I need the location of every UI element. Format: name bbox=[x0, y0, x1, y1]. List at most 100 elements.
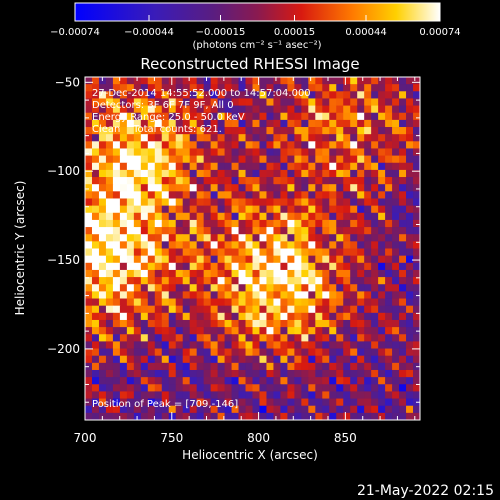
heatmap-cell bbox=[210, 98, 219, 106]
heatmap-cell bbox=[175, 212, 184, 221]
heatmap-cell bbox=[301, 355, 309, 364]
heatmap-cell bbox=[378, 405, 386, 414]
heatmap-cell bbox=[392, 319, 400, 328]
heatmap-cell bbox=[413, 262, 421, 271]
heatmap-cell bbox=[161, 377, 170, 385]
heatmap-cell bbox=[252, 84, 260, 92]
heatmap-cell bbox=[85, 269, 93, 278]
heatmap-cell bbox=[182, 277, 191, 285]
heatmap-cell bbox=[378, 305, 386, 314]
heatmap-cell bbox=[315, 234, 323, 242]
heatmap-cell bbox=[168, 105, 177, 114]
heatmap-cell bbox=[315, 377, 323, 385]
heatmap-cell bbox=[203, 284, 212, 292]
heatmap-cell bbox=[245, 191, 253, 199]
heatmap-cell bbox=[378, 77, 386, 85]
heatmap-cell bbox=[336, 334, 344, 342]
heatmap-cell bbox=[406, 398, 414, 407]
heatmap-cell bbox=[266, 212, 274, 221]
heatmap-cell bbox=[280, 134, 288, 142]
heatmap-cell bbox=[273, 184, 281, 192]
heatmap-cell bbox=[126, 369, 135, 378]
heatmap-cell bbox=[196, 127, 205, 135]
heatmap-cell bbox=[392, 398, 400, 407]
heatmap-cell bbox=[406, 198, 414, 207]
heatmap-cell bbox=[294, 305, 302, 314]
heatmap-cell bbox=[287, 191, 295, 199]
heatmap-cell bbox=[210, 219, 219, 228]
heatmap-cell bbox=[378, 148, 386, 157]
heatmap-cell bbox=[252, 212, 260, 221]
heatmap-cell bbox=[294, 312, 302, 321]
heatmap-cell bbox=[224, 177, 232, 185]
heatmap-cell bbox=[112, 398, 121, 407]
heatmap-cell bbox=[357, 234, 365, 242]
heatmap-cell bbox=[266, 248, 274, 257]
heatmap-cell bbox=[85, 169, 93, 178]
heatmap-cell bbox=[378, 369, 386, 378]
heatmap-cell bbox=[119, 141, 128, 149]
heatmap-cell bbox=[224, 162, 232, 171]
heatmap-cell bbox=[371, 91, 379, 99]
heatmap-cell bbox=[378, 134, 386, 142]
heatmap-cell bbox=[357, 198, 365, 207]
heatmap-cell bbox=[336, 119, 344, 128]
heatmap-cell bbox=[322, 77, 330, 85]
heatmap-cell bbox=[85, 319, 93, 328]
heatmap-cell bbox=[105, 112, 114, 121]
heatmap-cell bbox=[147, 84, 156, 92]
heatmap-cell bbox=[406, 91, 414, 99]
heatmap-cell bbox=[91, 105, 100, 114]
heatmap-cell bbox=[168, 219, 177, 228]
heatmap-cell bbox=[357, 312, 365, 321]
heatmap-cell bbox=[119, 241, 128, 249]
heatmap-cell bbox=[315, 162, 323, 171]
heatmap-cell bbox=[161, 191, 170, 199]
heatmap-cell bbox=[392, 84, 400, 92]
heatmap-cell bbox=[140, 91, 149, 99]
heatmap-cell bbox=[364, 312, 372, 321]
heatmap-cell bbox=[399, 219, 407, 228]
heatmap-cell bbox=[147, 391, 156, 399]
heatmap-cell bbox=[196, 98, 205, 106]
heatmap-cell bbox=[98, 184, 107, 192]
heatmap-cell bbox=[182, 234, 191, 242]
heatmap-cell bbox=[371, 219, 379, 228]
heatmap-cell bbox=[322, 348, 330, 357]
heatmap-cell bbox=[406, 169, 414, 178]
heatmap-cell bbox=[175, 412, 184, 421]
heatmap-cell bbox=[406, 334, 414, 342]
heatmap-cell bbox=[126, 391, 135, 399]
heatmap-cell bbox=[238, 84, 246, 92]
heatmap-cell bbox=[175, 98, 184, 106]
heatmap-cell bbox=[350, 148, 358, 157]
heatmap-cell bbox=[252, 405, 260, 414]
heatmap-cell bbox=[364, 284, 372, 292]
heatmap-cell bbox=[266, 255, 274, 264]
heatmap-cell bbox=[343, 127, 351, 135]
heatmap-cell bbox=[294, 162, 302, 171]
heatmap-cell bbox=[399, 134, 407, 142]
heatmap-cell bbox=[168, 248, 177, 257]
heatmap-cell bbox=[154, 398, 163, 407]
heatmap-cell bbox=[245, 169, 253, 178]
heatmap-cell bbox=[336, 262, 344, 271]
heatmap-cell bbox=[231, 298, 239, 307]
heatmap-cell bbox=[329, 205, 337, 214]
heatmap-cell bbox=[161, 98, 170, 106]
heatmap-cell bbox=[119, 91, 128, 99]
heatmap-cell bbox=[119, 112, 128, 121]
heatmap-cell bbox=[91, 362, 100, 371]
heatmap-cell bbox=[182, 227, 191, 235]
heatmap-cell bbox=[119, 219, 128, 228]
heatmap-cell bbox=[280, 291, 288, 299]
heatmap-cell bbox=[245, 284, 253, 292]
heatmap-cell bbox=[182, 141, 191, 149]
heatmap-cell bbox=[85, 105, 93, 114]
heatmap-cell bbox=[329, 319, 337, 328]
heatmap-cell bbox=[224, 212, 232, 221]
heatmap-cell bbox=[126, 169, 135, 178]
heatmap-cell bbox=[308, 255, 316, 264]
heatmap-cell bbox=[231, 198, 239, 207]
heatmap-cell bbox=[399, 77, 407, 85]
